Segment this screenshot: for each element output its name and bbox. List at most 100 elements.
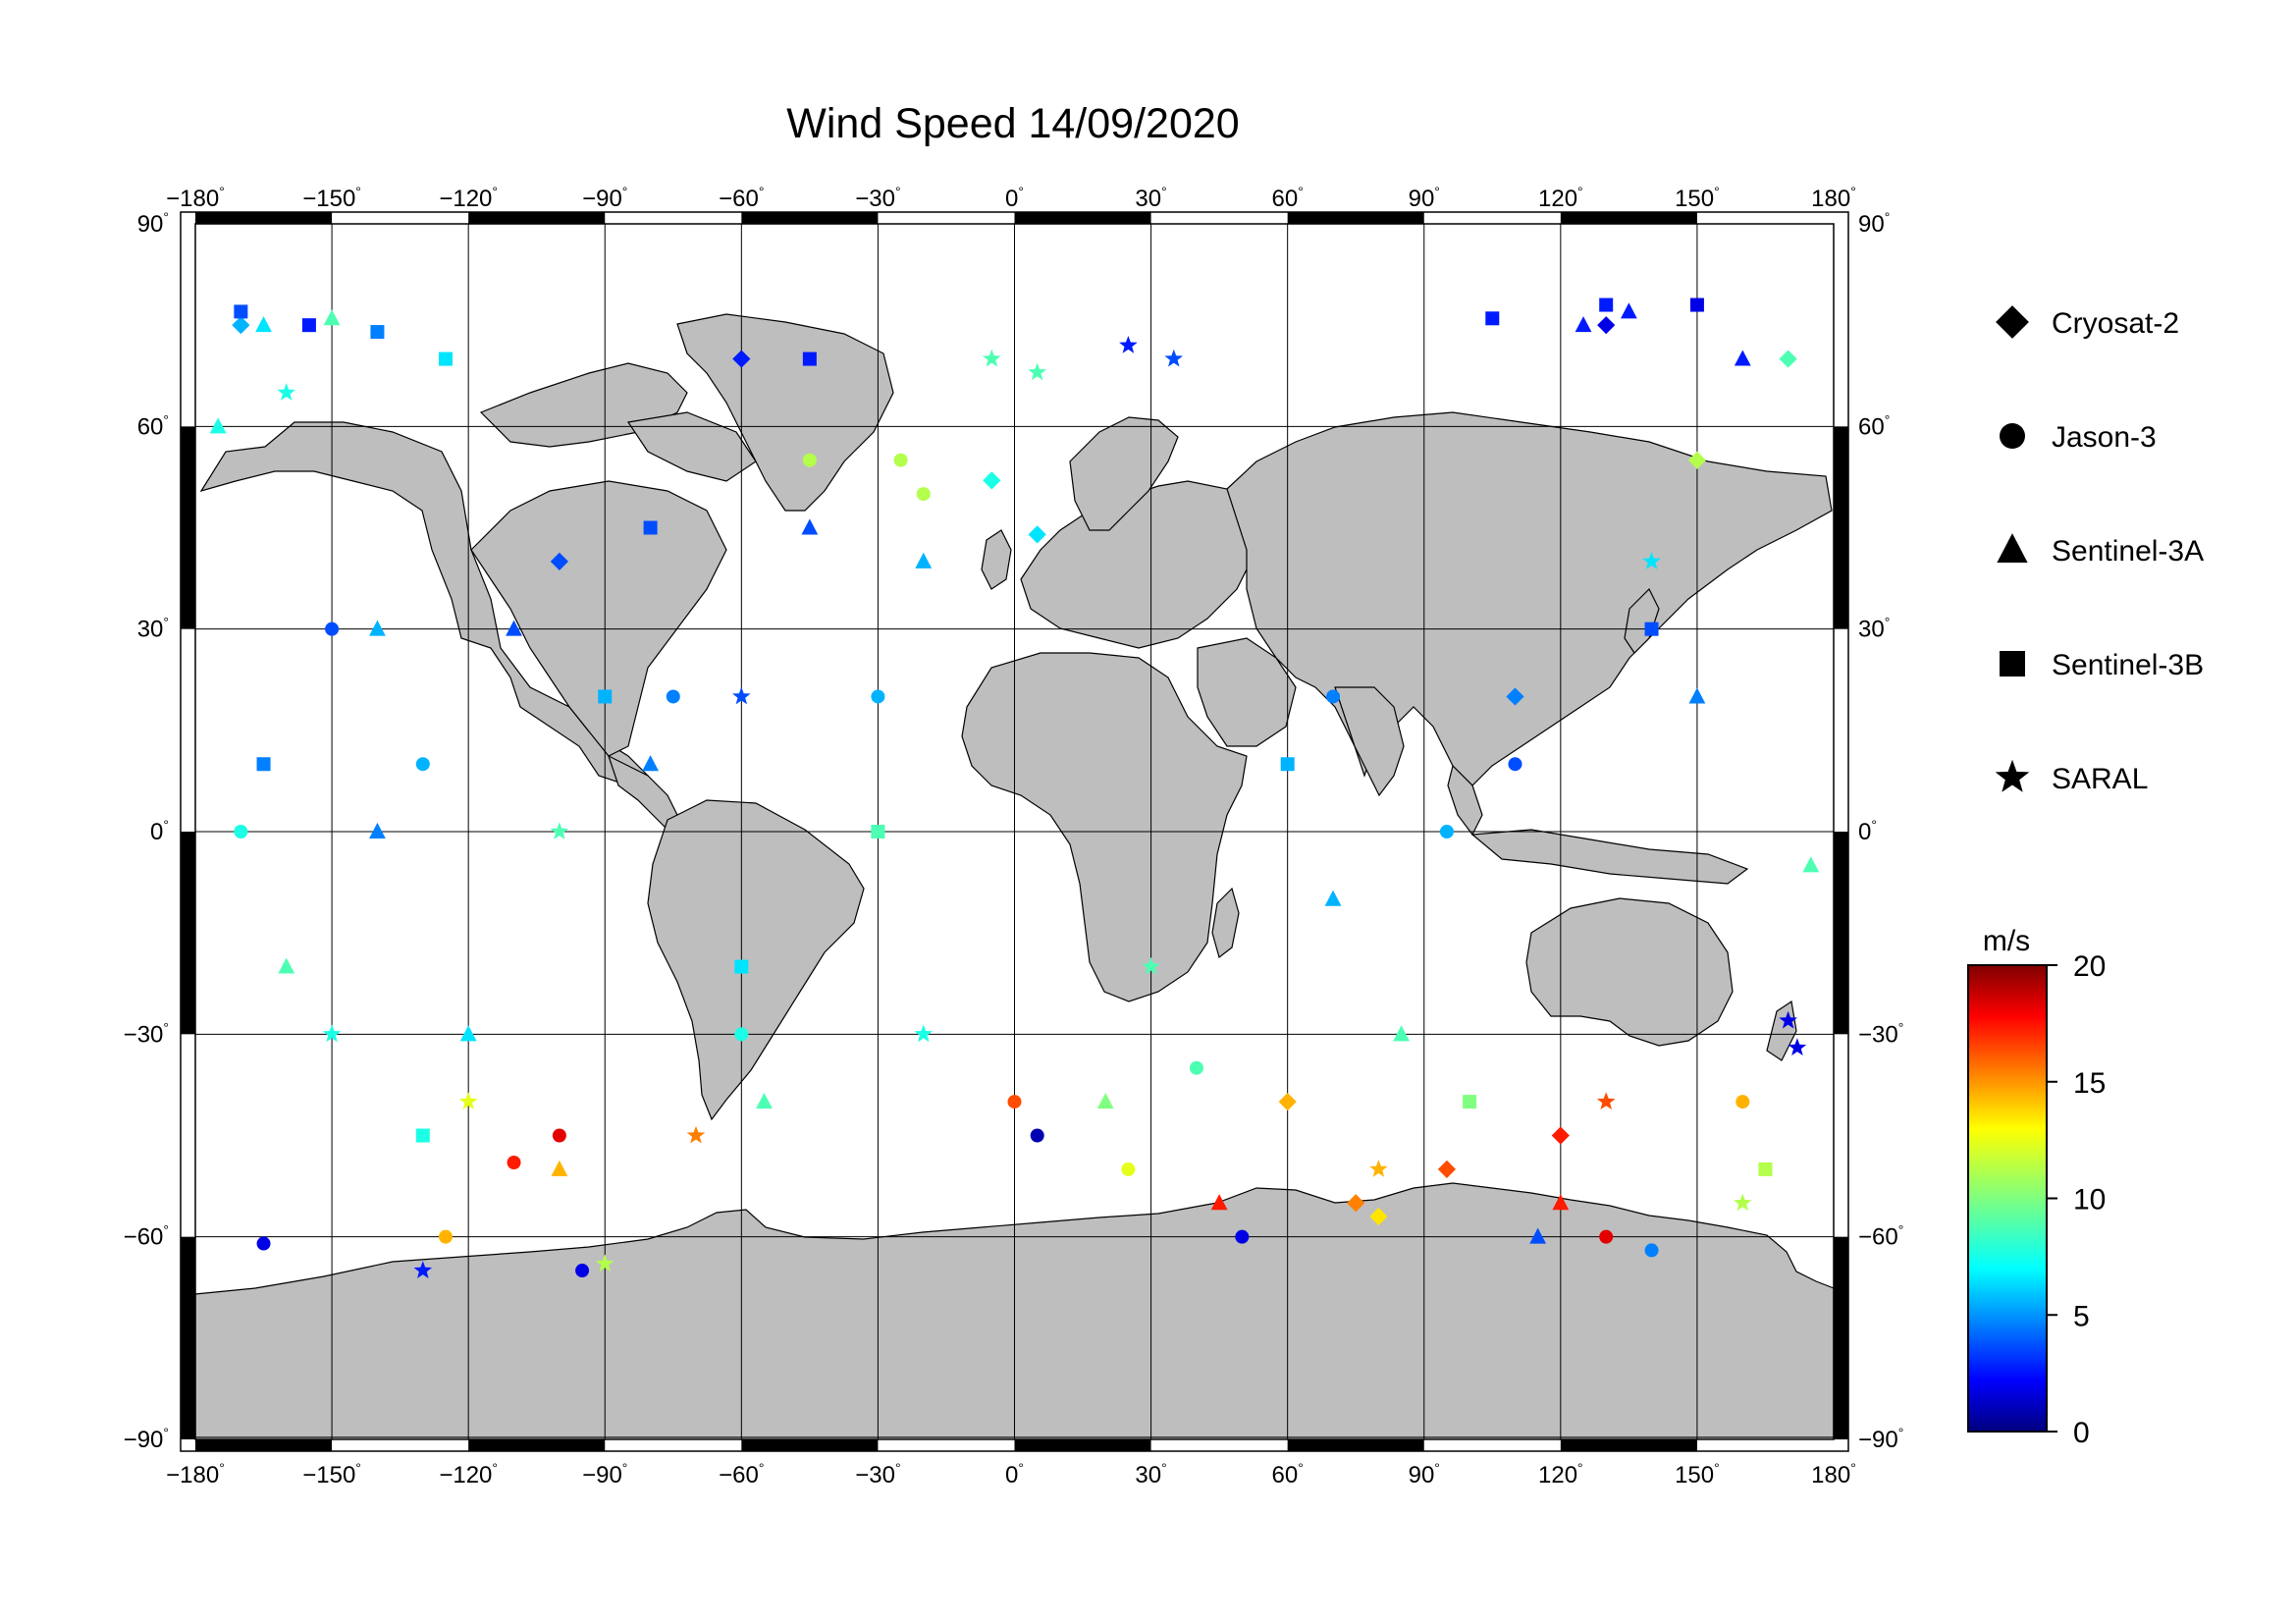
data-point bbox=[322, 1024, 342, 1043]
frame-bar-top bbox=[1014, 212, 1151, 224]
data-point bbox=[734, 1027, 749, 1042]
x-tick-label-bottom: −120° bbox=[439, 1460, 498, 1488]
data-point bbox=[1369, 1160, 1388, 1177]
y-tick-label-right: 60° bbox=[1858, 411, 1890, 440]
colorbar-tick-label: 20 bbox=[2073, 950, 2106, 983]
data-point bbox=[459, 1025, 477, 1042]
data-point bbox=[325, 622, 340, 636]
data-point bbox=[1596, 1092, 1616, 1109]
land-greenland bbox=[676, 313, 894, 512]
data-point bbox=[732, 686, 751, 705]
data-point bbox=[1529, 1227, 1547, 1244]
data-point bbox=[1552, 1194, 1570, 1211]
data-point bbox=[666, 689, 680, 704]
land-uk bbox=[981, 529, 1012, 590]
colorbar-tick-label: 15 bbox=[2073, 1067, 2106, 1100]
land-indonesia bbox=[1470, 829, 1749, 885]
colorbar-tick-label: 5 bbox=[2073, 1300, 2090, 1332]
data-point bbox=[893, 453, 908, 467]
x-tick-label-top: 60° bbox=[1272, 184, 1304, 212]
legend-symbol-square bbox=[2000, 651, 2025, 676]
data-point bbox=[1779, 350, 1797, 368]
data-point bbox=[983, 471, 1001, 490]
colorbar: m/s 20 15 10 5 0 bbox=[1967, 925, 2106, 1449]
frame-bar-right bbox=[1834, 832, 1848, 1035]
series-jason-3 bbox=[234, 453, 1750, 1278]
y-tick-label-left: 90° bbox=[137, 209, 169, 238]
data-point bbox=[256, 757, 271, 772]
data-point bbox=[438, 1229, 453, 1244]
x-tick-label-top: −90° bbox=[582, 184, 627, 212]
frame-bar-top bbox=[741, 212, 879, 224]
data-point bbox=[1687, 451, 1707, 469]
colorbar-gradient bbox=[1967, 964, 2048, 1433]
data-point bbox=[278, 957, 295, 974]
data-point bbox=[301, 318, 316, 333]
data-point bbox=[1437, 1160, 1457, 1178]
data-point bbox=[1007, 1095, 1022, 1109]
frame-bar-left bbox=[181, 426, 195, 629]
x-tick-label-bottom: 60° bbox=[1272, 1460, 1304, 1488]
data-point bbox=[506, 620, 522, 636]
legend-label: Sentinel-3B bbox=[2052, 649, 2204, 681]
data-point bbox=[1506, 687, 1524, 706]
x-tick-label-bottom: −180° bbox=[166, 1460, 225, 1488]
data-point bbox=[323, 309, 341, 326]
data-point bbox=[1788, 1038, 1807, 1055]
data-point bbox=[1324, 890, 1342, 906]
data-point bbox=[802, 352, 817, 366]
data-point bbox=[1119, 336, 1138, 353]
data-point bbox=[1096, 1093, 1114, 1109]
data-point bbox=[234, 304, 248, 319]
data-point bbox=[370, 325, 385, 340]
data-point bbox=[256, 1236, 271, 1251]
data-point bbox=[1779, 1010, 1797, 1029]
legend-label: Jason-3 bbox=[2052, 421, 2157, 454]
x-tick-label-bottom: 0° bbox=[1005, 1460, 1024, 1488]
y-tick-label-right: 0° bbox=[1858, 817, 1877, 845]
data-point bbox=[369, 620, 386, 636]
data-point bbox=[369, 822, 386, 839]
data-point bbox=[643, 520, 658, 535]
colorbar-tick-label: 0 bbox=[2073, 1417, 2090, 1449]
x-tick-label-bottom: −150° bbox=[302, 1460, 361, 1488]
frame-bar-bottom bbox=[1560, 1439, 1697, 1451]
data-point bbox=[756, 1093, 773, 1109]
data-point bbox=[1508, 757, 1522, 772]
x-tick-label-top: −60° bbox=[719, 184, 764, 212]
colorbar-tick-label: 10 bbox=[2073, 1184, 2106, 1217]
frame-bar-right bbox=[1834, 426, 1848, 629]
data-point bbox=[686, 1125, 706, 1144]
data-point bbox=[642, 755, 660, 772]
x-tick-label-bottom: −30° bbox=[855, 1460, 900, 1488]
data-point bbox=[1278, 1093, 1297, 1111]
x-tick-label-bottom: 180° bbox=[1811, 1460, 1856, 1488]
series-sentinel-3b bbox=[234, 298, 1773, 1176]
x-tick-label-top: 0° bbox=[1005, 184, 1024, 212]
data-point bbox=[232, 316, 250, 335]
frame-bar-right bbox=[1834, 1236, 1848, 1439]
y-tick-label-right: −30° bbox=[1858, 1019, 1903, 1048]
x-tick-label-top: 180° bbox=[1811, 184, 1856, 212]
data-point bbox=[550, 822, 569, 839]
data-point bbox=[1393, 1025, 1410, 1042]
y-tick-label-right: −90° bbox=[1858, 1425, 1903, 1453]
x-tick-label-top: −120° bbox=[439, 184, 498, 212]
page-title: Wind Speed 14/09/2020 bbox=[786, 100, 1239, 147]
x-tick-label-bottom: −60° bbox=[719, 1460, 764, 1488]
data-point bbox=[1599, 1229, 1614, 1244]
y-tick-label-left: −60° bbox=[124, 1222, 169, 1251]
x-tick-label-bottom: 150° bbox=[1675, 1460, 1720, 1488]
data-point bbox=[415, 757, 430, 772]
legend-symbol-triangle bbox=[1997, 533, 2028, 563]
land-japan bbox=[1624, 587, 1660, 654]
data-point bbox=[915, 552, 933, 568]
data-point bbox=[551, 1160, 568, 1176]
data-point bbox=[575, 1264, 590, 1278]
data-point bbox=[598, 689, 613, 704]
x-tick-label-bottom: −90° bbox=[582, 1460, 627, 1488]
y-tick-label-left: −30° bbox=[124, 1019, 169, 1048]
data-point bbox=[550, 552, 568, 570]
data-point bbox=[1189, 1060, 1203, 1075]
data-point bbox=[1689, 298, 1704, 312]
